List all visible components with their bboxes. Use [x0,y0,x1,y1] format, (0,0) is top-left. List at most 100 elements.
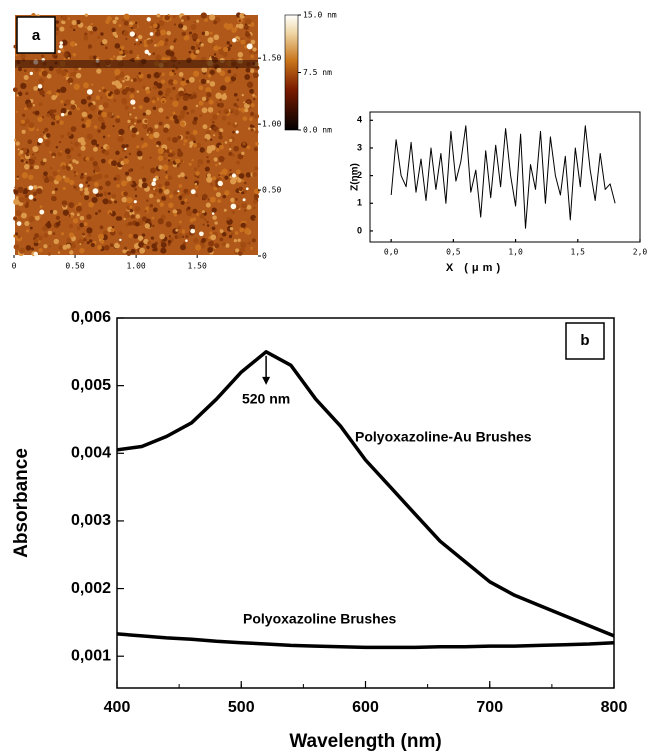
afm-grain [163,127,169,134]
afm-particle [246,43,253,50]
afm-grain [161,196,166,201]
afm-grain [244,209,247,212]
afm-grain [228,144,232,147]
afm-grain [181,19,184,22]
afm-grain [75,187,79,191]
y-axis-label: Absorbance [11,448,32,558]
afm-grain [126,196,133,204]
afm-grain [46,113,51,118]
afm-grain [137,34,143,40]
afm-grain [86,133,93,140]
afm-grain [151,99,156,104]
afm-particle [129,31,135,37]
afm-grain [51,121,55,126]
afm-particle [190,228,196,234]
afm-grain [56,89,61,94]
afm-grain [73,141,80,147]
afm-grain [84,172,87,176]
afm-grain [28,174,34,180]
afm-grain [117,135,124,143]
afm-grain [116,115,120,119]
afm-grain [182,94,189,102]
afm-grain [69,82,73,85]
afm-grain [221,94,227,100]
afm-grain [201,107,208,114]
afm-grain [253,193,260,199]
afm-grain [183,34,190,41]
afm-grain [50,209,54,214]
afm-grain [114,200,118,204]
afm-grain [115,150,120,156]
afm-grain [219,171,223,175]
afm-grain [244,45,248,49]
afm-grain [243,24,249,30]
afm-grain [161,72,165,76]
afm-grain [179,220,182,224]
afm-grain [246,99,251,105]
afm-grain [200,12,207,19]
afm-particle [28,194,34,200]
afm-grain [142,177,147,183]
afm-grain [215,92,222,99]
afm-grain [80,145,86,151]
afm-grain [116,184,120,188]
afm-grain [163,157,167,160]
afm-grain [105,19,110,25]
afm-grain [207,107,214,113]
afm-grain [65,243,71,249]
afm-grain [104,174,109,179]
afm-grain [59,120,64,125]
afm-grain [58,140,62,144]
afm-grain [209,81,216,87]
afm-grain [182,242,186,246]
afm-grain [178,184,183,188]
afm-grain [42,225,48,232]
afm-grain [57,251,61,254]
afm-particle [28,185,34,191]
afm-particle [86,89,93,95]
afm-grain [160,242,167,248]
afm-grain [143,96,150,103]
afm-grain [235,197,238,201]
afm-grain [68,160,73,164]
afm-grain [249,88,255,94]
afm-grain [42,131,45,134]
afm-grain [212,114,218,120]
afm-grain [213,45,219,51]
x-tick-label: 1,5 [571,248,586,257]
afm-grain [229,168,232,172]
afm-grain [81,232,86,236]
afm-grain [112,125,115,128]
afm-grain [229,138,233,143]
afm-grain [195,186,198,189]
afm-grain [180,244,186,251]
afm-grain [250,246,253,250]
afm-grain [206,220,209,224]
afm-grain [119,50,124,55]
afm-grain [192,208,198,214]
afm-grain [225,111,228,114]
afm-grain [93,181,99,187]
afm-grain [156,13,161,18]
afm-grain [209,127,212,131]
afm-grain [83,35,89,41]
x-tick-label: 0.50 [65,262,84,271]
afm-grain [158,107,164,113]
afm-grain [212,120,215,124]
afm-grain [68,223,74,229]
afm-grain [12,87,18,93]
y-tick-label: 0 [262,252,267,261]
afm-grain [55,221,61,227]
afm-grain [146,133,149,136]
afm-grain [229,227,234,231]
afm-grain [167,240,172,244]
afm-grain [219,99,222,102]
afm-grain [75,72,82,79]
afm-grain [221,168,228,175]
afm-grain [39,89,45,96]
afm-grain [107,192,111,196]
y-tick-label: 0,004 [71,445,111,462]
afm-grain [151,224,155,228]
afm-grain [251,216,255,220]
afm-grain [165,221,172,228]
